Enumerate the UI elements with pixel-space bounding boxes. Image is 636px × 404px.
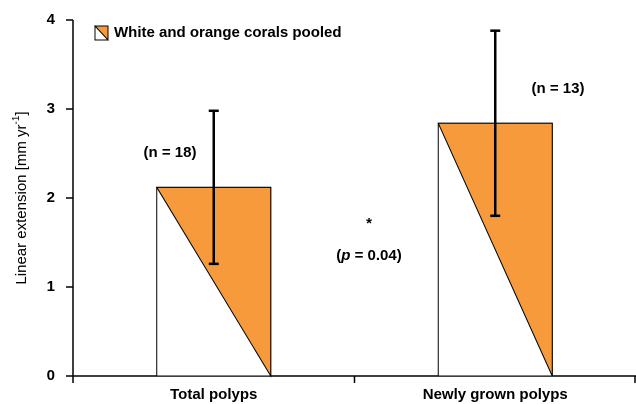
p-italic: p	[340, 247, 350, 264]
y-tick-label: 2	[47, 189, 55, 206]
p-annotation: (p = 0.04)	[336, 247, 401, 264]
y-tick-label: 3	[47, 100, 55, 117]
y-tick-label: 4	[47, 11, 56, 28]
legend-label: White and orange corals pooled	[114, 24, 342, 41]
annotation: *	[366, 215, 372, 232]
x-tick-label: Newly grown polyps	[423, 386, 568, 403]
y-tick-label: 1	[47, 278, 55, 295]
y-label-text: Linear extension [mm yr	[13, 125, 30, 285]
annotation: (n = 18)	[144, 144, 197, 161]
y-tick-label: 0	[47, 367, 55, 384]
x-tick-label: Total polyps	[170, 386, 257, 403]
p-open: (	[336, 247, 341, 264]
y-axis-label: Linear extension [mm yr-1]	[11, 111, 30, 284]
y-label-sup: -1	[11, 115, 22, 124]
p-rest: = 0.04)	[350, 247, 401, 264]
legend-swatch-fill	[93, 25, 109, 42]
annotation: (n = 13)	[532, 80, 585, 97]
y-label-end: ]	[13, 111, 30, 115]
